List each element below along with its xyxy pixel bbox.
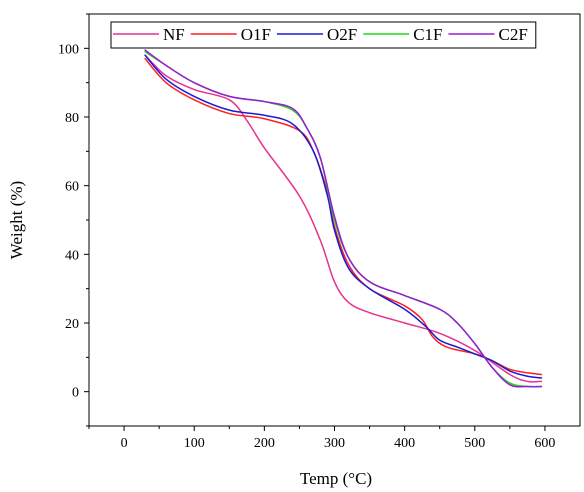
y-tick-label: 100 [58, 42, 79, 57]
legend: NF O1F O2F C1F C2F [110, 21, 537, 49]
series-line-o1f [144, 57, 543, 376]
series-line-c2f [144, 49, 543, 388]
series-line-o2f [144, 54, 543, 379]
x-tick-label: 100 [184, 436, 205, 451]
legend-box [110, 21, 537, 49]
legend-label-c1f: C1F [413, 25, 442, 44]
x-tick-label: 300 [324, 436, 345, 451]
x-tick-label: 400 [394, 436, 415, 451]
y-tick-label: 0 [72, 386, 79, 401]
x-tick-label: 600 [534, 436, 555, 451]
legend-label-o2f: O2F [327, 25, 357, 44]
legend-label-c2f: C2F [499, 25, 528, 44]
axis-ticks: 0 100 200 300 400 500 600 0 20 40 60 80 100 [58, 13, 555, 451]
x-tick-label: 0 [121, 436, 128, 451]
series-layer [144, 49, 543, 388]
x-axis-title: Temp (°C) [300, 469, 372, 488]
x-tick-label: 500 [464, 436, 485, 451]
y-tick-label: 60 [65, 180, 79, 195]
y-tick-label: 40 [65, 248, 79, 263]
y-tick-label: 20 [65, 317, 79, 332]
y-tick-label: 80 [65, 111, 79, 126]
legend-label-nf: NF [163, 25, 185, 44]
legend-label-o1f: O1F [241, 25, 271, 44]
y-axis-title: Weight (%) [7, 181, 26, 259]
x-tick-label: 200 [254, 436, 275, 451]
